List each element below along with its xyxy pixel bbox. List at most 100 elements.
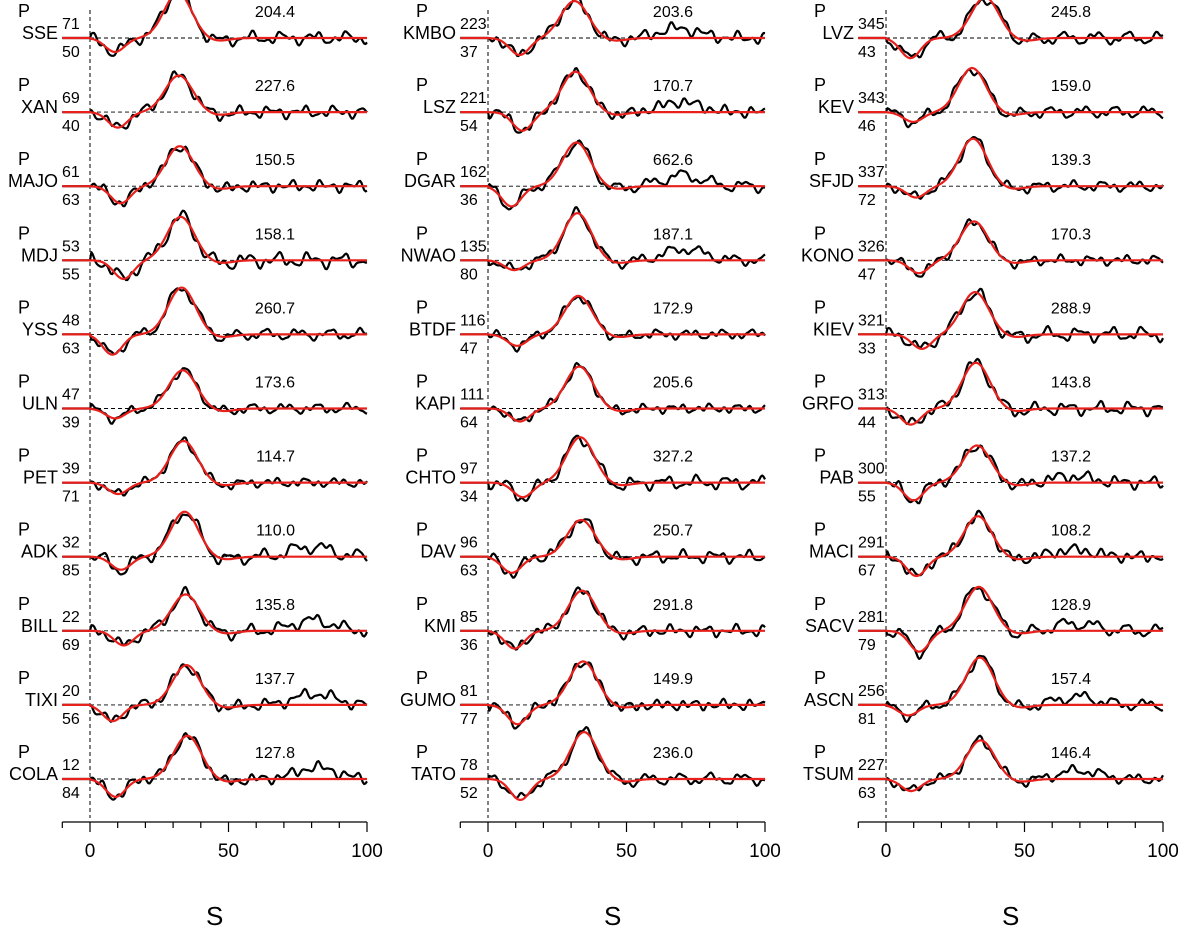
azimuth-value: 48 <box>62 312 80 329</box>
distance-value: 63 <box>858 785 876 802</box>
azimuth-value: 81 <box>460 683 478 700</box>
station-name: LVZ <box>822 23 854 43</box>
phase-label: P <box>814 223 826 243</box>
station-name: YSS <box>22 319 58 339</box>
observed-waveform <box>62 287 368 356</box>
phase-label: P <box>416 594 428 614</box>
phase-label: P <box>18 520 30 540</box>
phase-label: P <box>416 520 428 540</box>
observed-waveform <box>460 67 766 134</box>
amplitude-value: 662.6 <box>653 152 693 169</box>
phase-label: P <box>814 742 826 762</box>
panel-column-2 <box>459 0 766 832</box>
distance-value: 39 <box>62 415 80 432</box>
station-trace-sacv <box>858 585 1164 660</box>
azimuth-value: 321 <box>858 312 885 329</box>
station-trace-mdj <box>62 209 368 282</box>
x-tick-label: 50 <box>218 841 239 862</box>
station-name: MAJO <box>8 171 58 191</box>
synthetic-waveform <box>460 660 765 726</box>
station-name: KMI <box>424 616 456 636</box>
synthetic-waveform <box>460 365 765 423</box>
amplitude-value: 227.6 <box>255 78 295 95</box>
azimuth-value: 337 <box>858 164 885 181</box>
amplitude-value: 108.2 <box>1051 523 1091 540</box>
station-name: DAV <box>420 542 456 562</box>
synthetic-waveform <box>62 369 367 420</box>
station-trace-xan <box>62 70 368 130</box>
x-tick-label: 0 <box>85 841 96 862</box>
distance-value: 56 <box>62 711 80 728</box>
azimuth-value: 343 <box>858 90 885 107</box>
amplitude-value: 245.8 <box>1051 4 1091 21</box>
station-trace-kono <box>858 218 1164 278</box>
azimuth-value: 39 <box>62 461 80 478</box>
synthetic-waveform <box>62 664 367 723</box>
amplitude-value: 327.2 <box>653 449 693 466</box>
station-name: GUMO <box>400 690 456 710</box>
azimuth-value: 20 <box>62 683 80 700</box>
phase-label: P <box>416 742 428 762</box>
observed-waveform <box>460 586 766 651</box>
synthetic-waveform <box>858 656 1163 717</box>
distance-value: 63 <box>62 192 80 209</box>
distance-value: 34 <box>460 489 478 506</box>
phase-label: P <box>18 223 30 243</box>
distance-value: 54 <box>460 118 478 135</box>
distance-value: 37 <box>460 44 478 61</box>
amplitude-value: 139.3 <box>1051 152 1091 169</box>
distance-value: 71 <box>62 489 80 506</box>
station-trace-kapi <box>460 361 766 423</box>
azimuth-value: 221 <box>460 90 487 107</box>
distance-value: 33 <box>858 340 876 357</box>
azimuth-value: 111 <box>460 387 484 404</box>
station-name: MDJ <box>21 245 58 265</box>
observed-waveform <box>62 436 368 497</box>
x-tick-label: 50 <box>616 841 637 862</box>
distance-value: 63 <box>460 563 478 580</box>
synthetic-waveform <box>858 0 1163 60</box>
station-trace-kiev <box>858 287 1164 350</box>
synthetic-waveform <box>858 291 1163 350</box>
station-trace-cola <box>62 732 368 801</box>
phase-label: P <box>814 446 826 466</box>
observed-waveform <box>858 357 1164 425</box>
station-name: XAN <box>21 97 58 117</box>
synthetic-waveform <box>62 215 367 281</box>
station-name: PAB <box>819 468 854 488</box>
station-trace-ascn <box>858 654 1164 723</box>
station-name: TSUM <box>803 764 854 784</box>
amplitude-value: 114.7 <box>256 449 295 466</box>
synthetic-waveform <box>460 589 765 650</box>
azimuth-value: 223 <box>460 16 487 33</box>
azimuth-value: 326 <box>858 238 885 255</box>
station-name: SFJD <box>809 171 854 191</box>
synthetic-waveform <box>460 141 765 208</box>
amplitude-value: 204.4 <box>255 4 295 21</box>
observed-waveform <box>62 0 368 57</box>
phase-label: P <box>18 594 30 614</box>
phase-label: P <box>814 372 826 392</box>
station-trace-gumo <box>460 660 766 730</box>
azimuth-value: 61 <box>62 164 80 181</box>
observed-waveform <box>62 209 368 282</box>
station-trace-adk <box>62 510 368 576</box>
observed-waveform <box>62 145 368 208</box>
station-trace-lsz <box>460 67 766 134</box>
x-axis <box>459 821 766 832</box>
station-trace-kmbo <box>460 0 766 58</box>
synthetic-waveform <box>62 439 367 496</box>
station-name: PET <box>23 468 58 488</box>
station-trace-tixi <box>62 663 368 723</box>
x-tick-label: 0 <box>881 841 892 862</box>
azimuth-value: 313 <box>858 387 885 404</box>
observed-waveform <box>460 0 766 58</box>
phase-label: P <box>814 75 826 95</box>
station-name: LSZ <box>423 97 456 117</box>
x-axis-unit-label: S <box>1002 901 1019 931</box>
distance-value: 47 <box>858 266 876 283</box>
distance-value: 43 <box>858 44 876 61</box>
synthetic-waveform <box>858 585 1163 653</box>
x-axis <box>857 821 1164 832</box>
azimuth-value: 256 <box>858 683 885 700</box>
